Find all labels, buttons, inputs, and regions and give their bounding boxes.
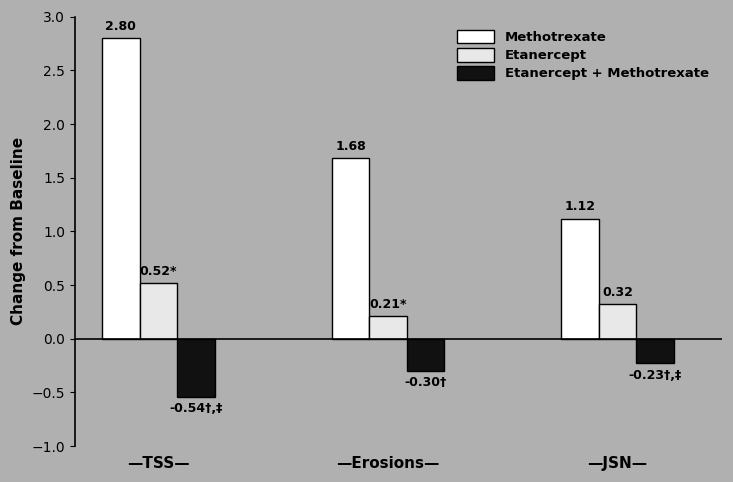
Bar [636, 339, 674, 363]
Text: 0.52*: 0.52* [140, 265, 177, 278]
Bar [369, 316, 407, 339]
Bar [177, 339, 215, 397]
Text: 0.32: 0.32 [602, 286, 633, 299]
Text: -0.54†,‡: -0.54†,‡ [169, 402, 223, 415]
Bar [561, 218, 599, 339]
Text: 0.21*: 0.21* [369, 298, 407, 311]
Bar [140, 283, 177, 339]
Bar [599, 305, 636, 339]
Text: -0.30†: -0.30† [405, 376, 446, 389]
Text: -0.23†,‡: -0.23†,‡ [628, 369, 682, 382]
Bar [331, 159, 369, 339]
Text: 1.12: 1.12 [564, 200, 595, 213]
Text: 2.80: 2.80 [106, 20, 136, 33]
Bar [407, 339, 444, 371]
Y-axis label: Change from Baseline: Change from Baseline [11, 137, 26, 325]
Legend: Methotrexate, Etanercept, Etanercept + Methotrexate: Methotrexate, Etanercept, Etanercept + M… [451, 23, 715, 87]
Bar [102, 38, 140, 339]
Text: 1.68: 1.68 [335, 140, 366, 153]
